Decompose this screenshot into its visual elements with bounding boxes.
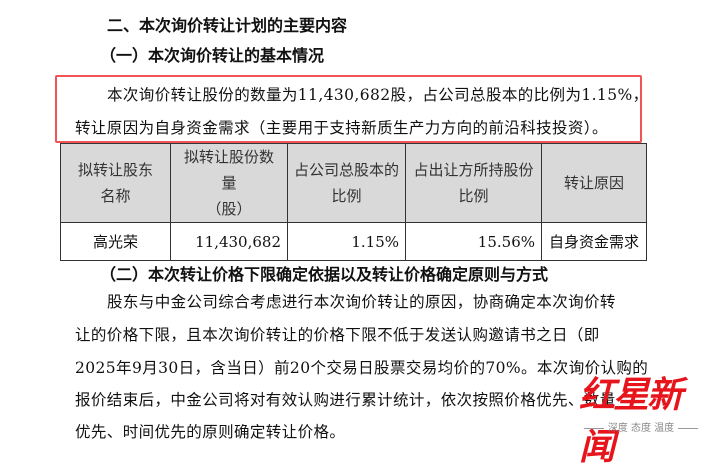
section-heading: 二、本次询价转让计划的主要内容 [107, 16, 348, 35]
paragraph-line: 让的价格下限，且本次询价转让的价格下限不低于发送认购邀请书之日（即 [75, 326, 600, 344]
paragraph-line: 2025年9月30日，含当日）前20个交易日股票交易均价的70%。本次询价认购的 [75, 359, 649, 377]
watermark-logo: 红星新闻 深度 态度 温度 [575, 362, 707, 468]
header-cell: 拟转让股份数量 （股） [170, 143, 288, 223]
header-cell: 转让原因 [541, 143, 647, 223]
cell-total-ratio: 1.15% [287, 222, 406, 261]
cell-shareholder: 高光荣 [60, 222, 171, 261]
transfer-table: 拟转让股东 名称 拟转让股份数量 （股） 占公司总股本的 比例 占出让方所持股份 比例 … [60, 143, 647, 261]
paragraph-line: 优先、时间优先的原则确定转让价格。 [75, 423, 346, 441]
highlight-box [55, 75, 642, 143]
paragraph-line: 报价结束后，中金公司将对有效认购进行累计统计，依次按照价格优先、数量 [75, 391, 616, 409]
cell-reason: 自身资金需求 [541, 222, 647, 261]
highlight-line-2: 转让原因为自身资金需求（主要用于支持新质生产力方向的前沿科技投资）。 [75, 119, 608, 137]
watermark-logo-text: 红星新闻 [579, 374, 683, 468]
subsection-heading-1: （一）本次询价转让的基本情况 [100, 46, 325, 65]
table-header-row: 拟转让股东 名称 拟转让股份数量 （股） 占公司总股本的 比例 占出让方所持股份 比例 … [60, 143, 647, 223]
header-cell: 占公司总股本的 比例 [287, 143, 406, 223]
header-cell: 拟转让股东 名称 [60, 143, 171, 223]
cell-shares: 11,430,682 [170, 222, 288, 261]
highlight-line-1: 本次询价转让股份的数量为11,430,682股，占公司总股本的比例为1.15%， [107, 86, 649, 104]
table-row: 高光荣 11,430,682 1.15% 15.56% 自身资金需求 [60, 222, 647, 261]
cell-holding-ratio: 15.56% [405, 222, 542, 261]
paragraph-line: 股东与中金公司综合考虑进行本次询价转让的原因，协商确定本次询价转 [107, 293, 616, 311]
watermark-tagline: 深度 态度 温度 [575, 419, 707, 434]
header-cell: 占出让方所持股份 比例 [405, 143, 542, 223]
subsection-heading-2: （二）本次转让价格下限确定依据以及转让价格确定原则与方式 [100, 265, 549, 284]
